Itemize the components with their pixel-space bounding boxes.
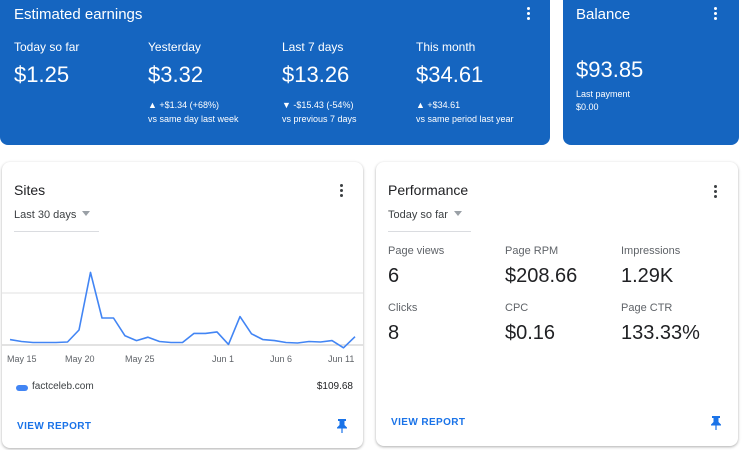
dropdown-label: Today so far: [388, 209, 448, 221]
metric-compare: vs same day last week: [148, 114, 239, 124]
sites-more-icon[interactable]: [340, 184, 344, 197]
balance-value: $93.85: [576, 57, 644, 82]
perf-metric-page-rpm: Page RPM $208.66: [505, 245, 577, 288]
site-amount: $109.68: [316, 381, 353, 392]
sites-chart: [2, 258, 363, 368]
perf-metric-clicks: Clicks 8: [388, 302, 417, 345]
metric-compare: vs previous 7 days: [282, 114, 357, 124]
metric-today: Today so far $1.25: [14, 40, 79, 88]
metric-label: Page views: [388, 245, 445, 257]
performance-more-icon[interactable]: [714, 185, 718, 198]
metric-value: $0.16: [505, 322, 556, 344]
caret-down-icon: [453, 211, 462, 216]
sites-card: Sites Last 30 days May 15 May 20 May 25 …: [2, 162, 363, 448]
x-tick: May 15: [7, 354, 37, 364]
metric-label: Impressions: [621, 245, 681, 257]
performance-date-range-dropdown[interactable]: Today so far: [388, 209, 471, 232]
metric-value: 133.33%: [621, 322, 700, 344]
metric-compare: vs same period last year: [416, 114, 514, 124]
metric-value: 6: [388, 265, 400, 287]
x-tick: May 25: [125, 354, 155, 364]
metric-this-month: This month $34.61 ▲ +$34.61 vs same peri…: [416, 40, 514, 124]
balance-card: Balance $93.85 Last payment $0.00: [563, 0, 739, 145]
metric-change: ▲ +$34.61: [416, 100, 461, 110]
pin-icon[interactable]: [337, 419, 347, 433]
sites-title: Sites: [14, 182, 46, 198]
perf-metric-cpc: CPC $0.16: [505, 302, 555, 345]
last-payment-label: Last payment: [576, 89, 631, 99]
sites-date-range-dropdown[interactable]: Last 30 days: [14, 209, 99, 232]
dropdown-label: Last 30 days: [14, 209, 77, 221]
metric-value: $3.32: [148, 62, 204, 87]
earnings-title: Estimated earnings: [14, 6, 143, 23]
performance-card: Performance Today so far Page views 6 Pa…: [376, 162, 738, 446]
series-legend-icon: [16, 385, 28, 391]
metric-value: $208.66: [505, 265, 578, 287]
performance-view-report-button[interactable]: VIEW REPORT: [391, 417, 466, 428]
metric-label: Yesterday: [148, 40, 201, 54]
caret-down-icon: [82, 211, 91, 216]
metric-label: CPC: [505, 302, 529, 314]
metric-last-7-days: Last 7 days $13.26 ▼ -$15.43 (-54%) vs p…: [282, 40, 357, 124]
perf-metric-impressions: Impressions 1.29K: [621, 245, 680, 288]
metric-value: 1.29K: [621, 265, 674, 287]
metric-label: Page RPM: [505, 245, 559, 257]
pin-icon[interactable]: [711, 416, 721, 430]
estimated-earnings-card: Estimated earnings Today so far $1.25 Ye…: [0, 0, 550, 145]
metric-value: $34.61: [416, 62, 484, 87]
balance-title: Balance: [576, 6, 631, 23]
x-tick: Jun 6: [270, 354, 293, 364]
site-row[interactable]: factceleb.com $109.68: [16, 381, 353, 395]
last-payment-value: $0.00: [576, 102, 599, 112]
x-tick: Jun 1: [212, 354, 235, 364]
sites-line-chart: [2, 271, 363, 349]
metric-change: ▲ +$1.34 (+68%): [148, 100, 219, 110]
metric-label: Clicks: [388, 302, 418, 314]
metric-change: ▼ -$15.43 (-54%): [282, 100, 354, 110]
metric-label: Today so far: [14, 40, 80, 54]
site-name: factceleb.com: [32, 381, 94, 392]
metric-value: 8: [388, 322, 400, 344]
metric-yesterday: Yesterday $3.32 ▲ +$1.34 (+68%) vs same …: [148, 40, 239, 124]
metric-value: $13.26: [282, 62, 350, 87]
metric-label: Page CTR: [621, 302, 673, 314]
metric-label: This month: [416, 40, 476, 54]
performance-title: Performance: [388, 182, 469, 198]
series-line: [9, 271, 356, 349]
perf-metric-page-ctr: Page CTR 133.33%: [621, 302, 700, 345]
x-tick: May 20: [65, 354, 95, 364]
earnings-more-icon[interactable]: [527, 7, 531, 20]
perf-metric-page-views: Page views 6: [388, 245, 444, 288]
x-tick: Jun 11: [328, 354, 355, 364]
sites-view-report-button[interactable]: VIEW REPORT: [17, 421, 92, 432]
metric-label: Last 7 days: [282, 40, 344, 54]
metric-value: $1.25: [14, 62, 70, 87]
balance-more-icon[interactable]: [714, 7, 718, 20]
